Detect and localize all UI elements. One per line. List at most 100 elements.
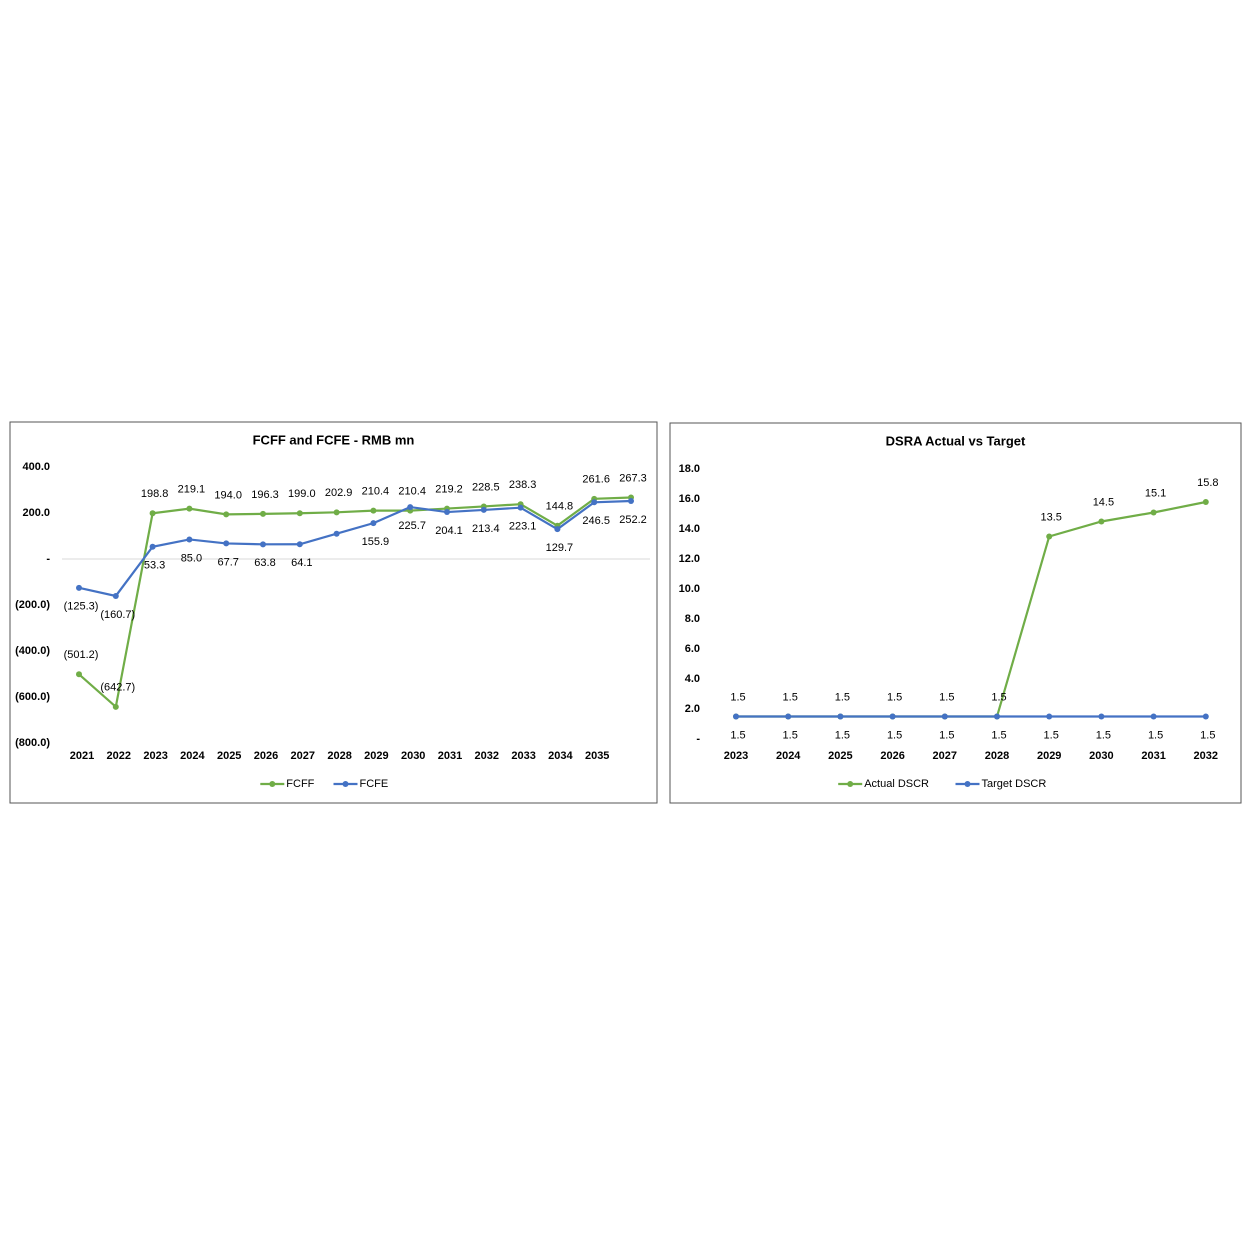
x-tick-label: 2034 [548, 750, 573, 762]
x-tick-label: 2024 [776, 750, 801, 762]
y-tick-label: - [696, 733, 700, 745]
data-label: 144.8 [546, 501, 574, 513]
data-point [1150, 713, 1157, 720]
data-label: (125.3) [64, 601, 99, 613]
data-point [1046, 533, 1053, 540]
data-label: 238.3 [509, 479, 537, 491]
data-label: 196.3 [251, 489, 279, 501]
data-point [370, 507, 377, 514]
x-tick-label: 2031 [1141, 750, 1165, 762]
data-label: 198.8 [141, 488, 169, 500]
data-label: 14.5 [1093, 496, 1114, 508]
data-label: 13.5 [1040, 511, 1061, 523]
data-point [1098, 518, 1105, 525]
data-point [889, 713, 896, 720]
y-tick-label: 18.0 [679, 463, 700, 475]
legend-marker [269, 781, 276, 787]
data-label: 1.5 [939, 729, 954, 741]
data-point [554, 526, 561, 533]
chart: DSRA Actual vs Target 18.0 16.0 14.0 12.0 10.… [669, 422, 1242, 804]
data-label: 129.7 [546, 542, 574, 554]
data-point [223, 511, 230, 518]
data-point [480, 506, 487, 513]
data-label: 261.6 [582, 474, 610, 486]
x-tick-label: 2031 [438, 750, 462, 762]
x-tick-label: 2027 [291, 750, 315, 762]
data-point [444, 509, 450, 516]
data-point [149, 543, 156, 550]
data-point [994, 713, 1000, 720]
y-tick-label: 14.0 [679, 523, 700, 535]
data-point [186, 536, 193, 543]
data-label: 1.5 [730, 729, 745, 741]
x-tick-label: 2029 [364, 750, 388, 762]
data-point [149, 510, 156, 517]
data-label: 225.7 [398, 520, 426, 532]
x-tick-label: 2026 [254, 750, 278, 762]
data-label: 15.8 [1197, 477, 1218, 489]
data-label: 1.5 [887, 691, 902, 703]
data-label: 194.0 [214, 489, 242, 501]
legend-label: FCFE [360, 778, 389, 790]
data-point [1202, 499, 1209, 505]
y-tick-label: - [46, 553, 50, 565]
data-label: 15.1 [1145, 487, 1166, 499]
x-tick-label: 2026 [880, 750, 904, 762]
x-tick-label: 2032 [1194, 750, 1218, 762]
data-point [112, 592, 119, 599]
y-tick-label: (800.0) [15, 737, 50, 749]
y-tick-label: 6.0 [685, 643, 700, 655]
data-point [333, 530, 340, 537]
chart: FCFF and FCFE - RMB mn 400.0 200.0 - (200.0)… [9, 421, 658, 804]
data-point [941, 713, 948, 720]
data-label: 210.4 [362, 486, 390, 498]
legend-marker [342, 781, 349, 787]
data-label: 246.5 [582, 515, 610, 527]
x-tick-label: 2028 [327, 750, 351, 762]
data-point [1150, 509, 1157, 516]
data-point [1202, 713, 1209, 720]
y-tick-label: 4.0 [685, 673, 700, 685]
x-tick-label: 2028 [985, 750, 1009, 762]
data-label: 63.8 [254, 557, 275, 569]
x-tick-label: 2025 [217, 750, 241, 762]
x-tick-label: 2029 [1037, 750, 1061, 762]
data-point [407, 504, 414, 511]
x-tick-label: 2024 [180, 750, 205, 762]
data-label: 1.5 [835, 691, 850, 703]
legend-label: FCFF [286, 778, 314, 790]
data-label: 1.5 [939, 691, 954, 703]
data-point [296, 541, 303, 548]
chart-title: DSRA Actual vs Target [886, 433, 1026, 448]
legend-label: Actual DSCR [864, 778, 929, 790]
x-tick-label: 2023 [724, 750, 748, 762]
data-point [785, 713, 792, 720]
x-tick-label: 2021 [70, 750, 94, 762]
x-tick-label: 2023 [143, 750, 167, 762]
y-tick-label: 12.0 [679, 553, 700, 565]
data-label: 1.5 [835, 729, 850, 741]
y-tick-label: (400.0) [15, 645, 50, 657]
legend-marker [847, 781, 854, 787]
data-point [112, 703, 119, 710]
y-tick-label: (600.0) [15, 691, 50, 703]
data-point [186, 505, 193, 512]
data-label: 1.5 [1148, 729, 1163, 741]
data-label: 199.0 [288, 488, 316, 500]
data-label: 1.5 [1044, 729, 1059, 741]
data-point [296, 510, 303, 517]
x-tick-label: 2030 [401, 750, 425, 762]
data-label: 85.0 [181, 552, 202, 564]
data-label: 1.5 [887, 729, 902, 741]
data-label: 228.5 [472, 481, 500, 493]
data-label: 223.1 [509, 521, 537, 533]
data-label: 1.5 [991, 729, 1006, 741]
data-point [591, 499, 598, 506]
data-label: 1.5 [1096, 729, 1111, 741]
data-label: 213.4 [472, 523, 500, 535]
x-tick-label: 2027 [933, 750, 957, 762]
data-label: (160.7) [100, 609, 135, 621]
data-point [733, 713, 739, 720]
data-label: 64.1 [291, 557, 312, 569]
